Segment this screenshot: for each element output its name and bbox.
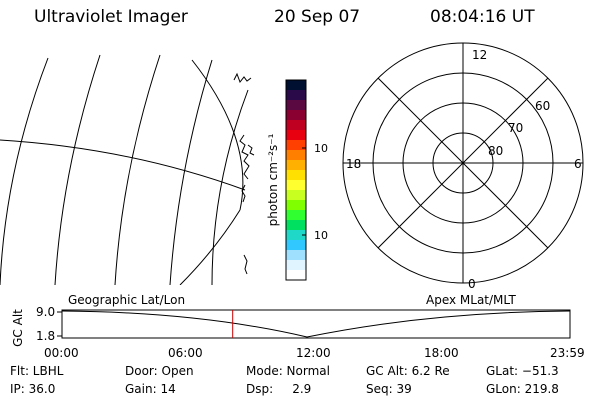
time-label: 08:04:16 UT	[430, 7, 535, 27]
geographic-map	[0, 54, 255, 285]
colorbar-tick-100: 100	[314, 142, 328, 155]
info-gc-alt: GC Alt: 6.2 Re	[366, 364, 450, 378]
polar-plot: 12 0 18 6 80 70 60	[342, 42, 584, 290]
timeline-x-tick: 18:00	[424, 346, 459, 360]
colorbar-segment	[286, 140, 306, 151]
timeline-x-tick: 00:00	[44, 346, 79, 360]
altitude-curve	[61, 310, 571, 338]
colorbar-unit: photon cm⁻²s⁻¹	[266, 133, 280, 226]
polar-ring-label-60: 60	[535, 99, 550, 113]
colorbar-segment	[286, 160, 306, 171]
colorbar-tick-10: 10	[314, 229, 328, 242]
colorbar-segment	[286, 190, 306, 201]
info-seq: Seq: 39	[366, 382, 412, 396]
longitude-line	[211, 89, 249, 285]
timeline-y-tick: 1.8	[36, 329, 55, 343]
colorbar-segment	[286, 260, 306, 271]
colorbar-segment	[286, 100, 306, 111]
info-dsp: Dsp: 2.9	[246, 382, 312, 396]
colorbar-segment	[286, 240, 306, 251]
instrument-title: Ultraviolet Imager	[34, 7, 188, 27]
coastline	[239, 134, 250, 180]
timeline-plot: GC Alt 9.0 1.8 00:00 06:00 12:00 18:00 2…	[11, 305, 585, 360]
colorbar-segment	[286, 220, 306, 231]
colorbar-segment	[286, 130, 306, 141]
longitude-line	[54, 54, 101, 285]
info-glon: GLon: 219.8	[486, 382, 559, 396]
limb-curve	[191, 59, 244, 211]
timeline-left-title: Geographic Lat/Lon	[68, 293, 186, 307]
longitude-line	[114, 54, 161, 285]
timeline-x-tick: 12:00	[296, 346, 331, 360]
colorbar: 100 10 photon cm⁻²s⁻¹	[266, 79, 328, 281]
longitude-line	[169, 59, 213, 285]
colorbar-segment	[286, 250, 306, 261]
colorbar-segment	[286, 180, 306, 191]
colorbar-segment	[286, 170, 306, 181]
polar-label-left: 18	[346, 157, 361, 171]
colorbar-segment	[286, 120, 306, 131]
timeline-x-tick: 06:00	[168, 346, 203, 360]
info-gain: Gain: 14	[125, 382, 176, 396]
polar-label-right: 6	[574, 157, 582, 171]
timeline-x-tick: 23:59	[550, 346, 585, 360]
info-ip: IP: 36.0	[10, 382, 56, 396]
latitude-line	[0, 139, 246, 191]
polar-ring-label-70: 70	[508, 121, 523, 135]
colorbar-segment	[286, 200, 306, 211]
longitude-line	[0, 57, 49, 285]
info-glat: GLat: −51.3	[486, 364, 559, 378]
info-door: Door: Open	[125, 364, 194, 378]
colorbar-segment	[286, 210, 306, 221]
colorbar-segment	[286, 90, 306, 101]
timeline-y-axis-label: GC Alt	[11, 309, 25, 347]
coastline	[243, 254, 248, 275]
colorbar-segment	[286, 270, 306, 281]
coastline	[241, 184, 246, 203]
polar-ring-label-80: 80	[488, 144, 503, 158]
timeline-y-tick: 9.0	[36, 305, 55, 319]
date-label: 20 Sep 07	[274, 7, 361, 27]
info-mode: Mode: Normal	[246, 364, 330, 378]
coastline	[233, 72, 252, 83]
polar-label-top: 12	[472, 48, 487, 62]
limb-curve	[179, 209, 241, 285]
colorbar-segment	[286, 80, 306, 91]
info-filter: Flt: LBHL	[10, 364, 64, 378]
timeline-right-title: Apex MLat/MLT	[426, 293, 516, 307]
polar-label-bottom: 0	[468, 277, 476, 290]
colorbar-segment	[286, 110, 306, 121]
colorbar-segment	[286, 230, 306, 241]
colorbar-segment	[286, 150, 306, 161]
coastline	[247, 144, 255, 156]
